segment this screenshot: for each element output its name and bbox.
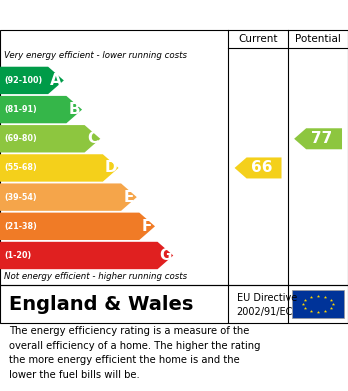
Text: Potential: Potential	[295, 34, 341, 44]
Text: C: C	[87, 131, 98, 146]
Polygon shape	[0, 154, 119, 182]
Text: (92-100): (92-100)	[4, 76, 42, 85]
Text: 2002/91/EC: 2002/91/EC	[237, 307, 293, 317]
Polygon shape	[0, 96, 82, 123]
Polygon shape	[235, 158, 282, 178]
Polygon shape	[0, 213, 155, 240]
Text: The energy efficiency rating is a measure of the
overall efficiency of a home. T: The energy efficiency rating is a measur…	[9, 326, 260, 380]
Text: Very energy efficient - lower running costs: Very energy efficient - lower running co…	[4, 52, 187, 61]
Text: (1-20): (1-20)	[4, 251, 31, 260]
Text: Current: Current	[238, 34, 278, 44]
Text: (39-54): (39-54)	[4, 193, 37, 202]
Text: (69-80): (69-80)	[4, 134, 37, 143]
Text: England & Wales: England & Wales	[9, 294, 193, 314]
Text: Energy Efficiency Rating: Energy Efficiency Rating	[9, 7, 219, 23]
Text: (21-38): (21-38)	[4, 222, 37, 231]
Text: 66: 66	[251, 160, 272, 176]
Text: F: F	[142, 219, 152, 234]
Polygon shape	[0, 242, 173, 269]
Polygon shape	[0, 67, 64, 94]
Text: G: G	[159, 248, 172, 263]
Text: E: E	[124, 190, 134, 204]
Polygon shape	[294, 128, 342, 149]
Text: Not energy efficient - higher running costs: Not energy efficient - higher running co…	[4, 272, 187, 281]
Bar	[292, 290, 345, 318]
Text: (81-91): (81-91)	[4, 105, 37, 114]
Text: B: B	[69, 102, 80, 117]
Polygon shape	[0, 183, 137, 211]
Text: 77: 77	[311, 131, 333, 146]
Text: A: A	[50, 73, 62, 88]
Text: (55-68): (55-68)	[4, 163, 37, 172]
Text: EU Directive: EU Directive	[237, 293, 297, 303]
Polygon shape	[0, 125, 100, 152]
Text: D: D	[104, 160, 117, 176]
